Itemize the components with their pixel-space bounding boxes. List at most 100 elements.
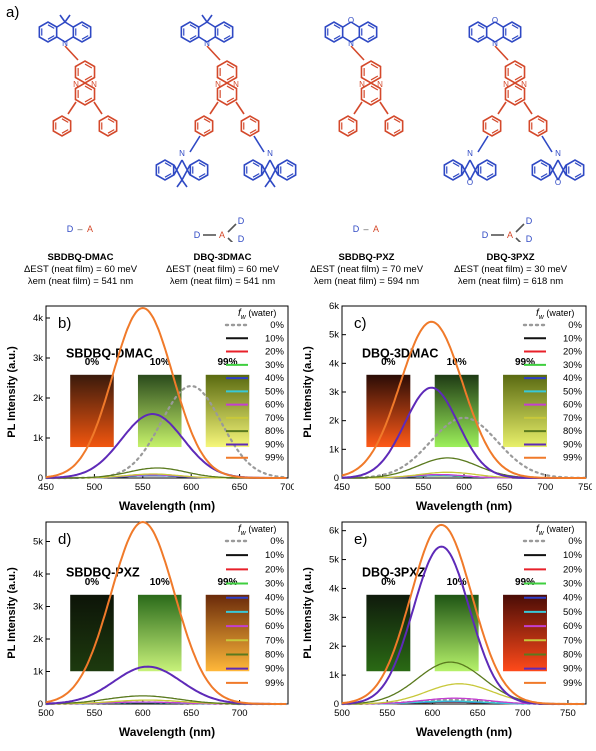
x-tick-label: 550	[379, 708, 395, 719]
photo-label: 99%	[217, 577, 237, 588]
legend-entry: 80%	[265, 649, 285, 660]
chart-compound-name: SBDBQ-DMAC	[66, 347, 153, 361]
d-a-bond	[477, 135, 489, 153]
chart-dbq-3dmac: 0% 10% 99% 450 500 550 600 650 700 750 0 1k 2k 3k 4k 5k…	[302, 301, 592, 513]
bond	[206, 21, 216, 28]
donor-ring-left-bond	[189, 24, 197, 29]
donor-ring-right-bond	[367, 24, 375, 29]
da-acceptor-label: A	[373, 224, 379, 234]
legend-entry: 50%	[563, 386, 583, 397]
legend-entry: 20%	[265, 564, 285, 575]
bond	[461, 164, 471, 181]
donor-ring-right-bond	[286, 173, 294, 178]
donor-ring-right	[277, 159, 297, 181]
photo-label: 10%	[447, 357, 467, 368]
phenyl-ring-bond	[347, 118, 355, 123]
da-donor-label: D	[238, 216, 245, 226]
legend-entry: 50%	[563, 607, 583, 618]
acceptor-ring-2-bond	[370, 97, 379, 103]
x-tick-label: 650	[183, 708, 199, 719]
acceptor-ring-1-bond	[84, 75, 93, 81]
legend-entry: 0%	[270, 320, 284, 331]
panel-label: e)	[354, 531, 367, 548]
x-tick-label: 500	[38, 708, 54, 719]
bond	[261, 159, 271, 176]
legend-entry: 99%	[265, 453, 285, 464]
da-acceptor-label: A	[507, 230, 513, 240]
legend-entry: 99%	[563, 453, 583, 464]
series-line-99pct	[341, 320, 586, 479]
y-tick-label: 3k	[33, 353, 43, 364]
plot-frame	[341, 521, 587, 705]
x-axis-label: Wavelength (nm)	[119, 499, 215, 513]
donor-ring-left-bond	[540, 162, 548, 167]
y-tick-label: 6k	[329, 301, 339, 312]
donor-ring-right	[358, 21, 378, 43]
legend-title-suffix: (water)	[544, 308, 575, 318]
phenyl-ring-bond	[249, 129, 257, 134]
donor-ring-right-bond	[198, 173, 206, 178]
legend-entry: 99%	[265, 678, 285, 689]
x-tick-label: 550	[135, 482, 151, 493]
bond	[549, 164, 559, 181]
donor-ring-left	[38, 21, 58, 43]
y-tick-label: 5k	[329, 555, 339, 566]
series-line-90pct	[46, 665, 287, 705]
x-tick-label: 600	[135, 708, 151, 719]
x-tick-label: 450	[334, 482, 350, 493]
legend-entry: 50%	[265, 386, 285, 397]
delta-est: ΔEST (neat film) = 60 meV	[23, 264, 138, 275]
donor-ring-right-bond	[81, 24, 89, 29]
donor-ring-left	[324, 21, 344, 43]
x-tick-label: 600	[424, 708, 440, 719]
legend-entry: 60%	[265, 621, 285, 632]
chart-dbq-3pxz: 0% 10% 99% 500 550 600 650 700 750 0 1k 2k 3k 4k 5k 6k W…	[302, 521, 587, 739]
bond	[198, 21, 208, 28]
legend-entry: 50%	[265, 607, 285, 618]
phenyl-ring	[240, 115, 260, 137]
oxygen-atom: O	[555, 178, 561, 187]
legend-entry: 20%	[265, 347, 285, 358]
phenyl-ring	[194, 115, 214, 137]
phenyl-ring-bond	[61, 118, 69, 123]
compound-caption: SBDBQ-PXZ ΔEST (neat film) = 70 meV λem (n…	[294, 252, 439, 288]
legend-title-sub: w	[539, 314, 545, 321]
photo-label: 99%	[515, 357, 535, 368]
acceptor-ring-1-bond	[226, 75, 235, 81]
phenyl-ring-bond	[249, 118, 257, 123]
bond	[209, 101, 219, 115]
vial-photo	[205, 594, 250, 672]
da-link	[515, 223, 525, 233]
acceptor-ring-2	[216, 82, 238, 106]
y-tick-label: 3k	[33, 602, 43, 613]
acceptor-ring-1-bond	[226, 63, 235, 69]
donor-ring-right	[565, 159, 585, 181]
bond	[173, 159, 183, 176]
acceptor-ring-2-bond	[226, 85, 235, 91]
acceptor-ring-1-bond	[514, 63, 523, 69]
methyl-bond	[269, 179, 276, 188]
delta-est: ΔEST (neat film) = 30 meV	[453, 264, 568, 275]
donor-ring-left	[468, 21, 488, 43]
x-tick-label: 500	[375, 482, 391, 493]
bond	[353, 101, 363, 115]
bond	[497, 101, 507, 115]
y-tick-label: 0	[334, 473, 339, 484]
legend-entry: 90%	[265, 439, 285, 450]
series-line-0pct	[340, 698, 586, 706]
acceptor-ring-2	[74, 82, 96, 106]
donor-ring-right-bond	[367, 35, 375, 40]
phenyl-ring	[52, 115, 72, 137]
acceptor-ring-1-bond	[370, 63, 379, 69]
donor-ring-left-bond	[164, 173, 172, 178]
compound-caption: SBDBQ-DMAC ΔEST (neat film) = 60 meV λem (…	[8, 252, 153, 288]
bond	[173, 164, 183, 181]
da-donor-label: D	[526, 234, 533, 242]
donor-ring-right-bond	[574, 162, 582, 167]
bond	[235, 101, 245, 115]
photo-label: 10%	[150, 577, 170, 588]
acceptor-ring-1-bond	[514, 75, 523, 81]
x-tick-label: 700	[537, 482, 553, 493]
photo-label: 0%	[85, 577, 100, 588]
